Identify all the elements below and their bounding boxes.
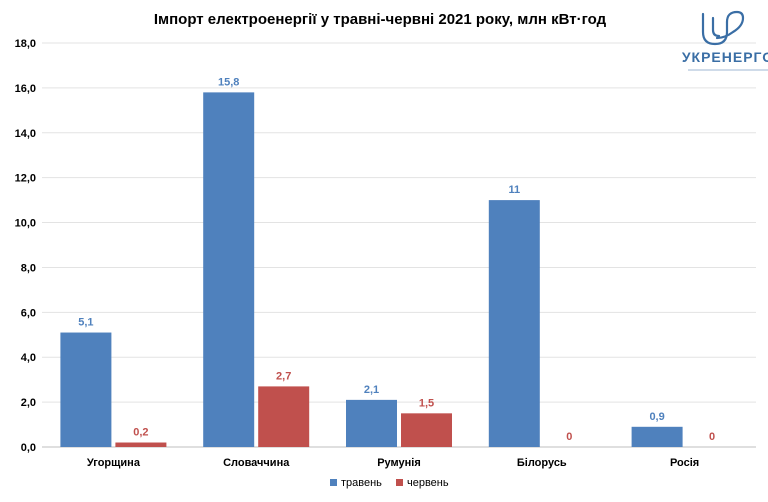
bar-травень-Угорщина [60,332,112,447]
ukrenergo-logo: УКРЕНЕРГО [682,10,768,71]
legend-swatch [330,479,337,486]
y-tick-label: 16,0 [15,83,36,95]
y-tick-label: 14,0 [15,128,36,140]
y-tick-label: 10,0 [15,218,36,230]
x-tick-label: Росія [670,457,699,469]
bar-червень-Румунія [401,413,452,447]
y-tick-label: 4,0 [21,352,36,364]
data-label: 2,7 [276,370,291,382]
logo-text: УКРЕНЕРГО [682,49,768,65]
y-tick-label: 12,0 [15,173,36,185]
data-label: 0 [566,431,572,443]
bars [60,92,683,447]
data-label: 1,5 [419,397,434,409]
bar-червень-Угорщина [115,442,167,447]
data-label: 0,9 [649,411,664,423]
y-tick-label: 8,0 [21,262,36,274]
y-tick-label: 18,0 [15,38,36,50]
chart-title: Імпорт електроенергії у травні-червні 20… [154,11,607,28]
bar-травень-Білорусь [488,200,540,447]
y-axis-ticks: 0,0 2,0 4,0 6,0 8,0 10,0 12,0 14,0 16,0 18,0 [15,38,36,454]
data-labels: 5,1 0,2 15,8 2,7 2,1 1,5 11 0 0,9 0 [78,76,715,443]
x-tick-label: Румунія [377,457,421,469]
data-label: 15,8 [218,76,239,88]
data-label: 0 [709,431,715,443]
x-tick-label: Угорщина [87,457,141,469]
y-tick-label: 2,0 [21,397,36,409]
bar-травень-Румунія [346,399,397,447]
bar-травень-Росія [631,426,683,447]
data-label: 2,1 [364,384,379,396]
y-tick-label: 6,0 [21,307,36,319]
legend-label: червень [407,477,449,489]
legend-label: травень [341,477,382,489]
legend: травень червень [330,477,449,489]
data-label: 0,2 [133,427,148,439]
data-label: 11 [508,184,520,196]
bar-червень-Словаччина [258,386,310,447]
bar-травень-Словаччина [203,92,255,447]
x-tick-label: Словаччина [223,457,290,469]
ukrenergo-logo-icon [701,10,745,46]
grid-lines [42,42,756,448]
x-axis-ticks: Угорщина Словаччина Румунія Білорусь Росія [87,457,699,469]
y-tick-label: 0,0 [21,442,36,454]
data-label: 5,1 [78,317,93,329]
legend-swatch [396,479,403,486]
x-tick-label: Білорусь [517,457,567,469]
